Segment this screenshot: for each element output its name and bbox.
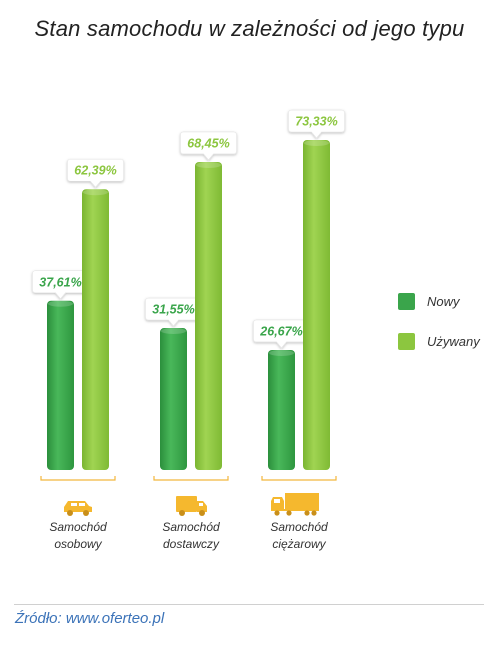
data-label-nowy-1: 37,61% <box>39 275 81 289</box>
category-label-line2: ciężarowy <box>272 537 326 551</box>
bar-nowy-2 <box>160 328 187 470</box>
bar-chart: 37,61% 62,39% 31,55% 68,45% 26,67% 73,33% <box>32 109 345 516</box>
bar-cap <box>196 161 221 168</box>
category-label: Samochód ciężarowy <box>244 519 354 553</box>
bar-uzywany-1 <box>82 189 109 470</box>
legend-label-uzywany: Używany <box>427 333 480 349</box>
category-label-line1: Samochód <box>162 520 220 534</box>
legend-swatch-nowy <box>398 292 415 310</box>
data-label-box <box>288 109 345 139</box>
bar-nowy-3 <box>268 349 295 470</box>
data-label-nowy-2: 31,55% <box>152 303 194 317</box>
category-label: Samochód osobowy <box>23 519 133 553</box>
category-label-line1: Samochód <box>49 520 107 534</box>
footer-divider <box>14 604 484 605</box>
legend-item-nowy: Nowy <box>398 290 480 312</box>
legend-swatch-uzywany <box>398 332 415 350</box>
data-label-nowy-3: 26,67% <box>259 324 302 338</box>
bar-nowy-1 <box>47 300 74 470</box>
legend: Nowy Używany <box>398 290 480 370</box>
category-baseline <box>261 476 337 481</box>
bar-cap <box>48 300 73 307</box>
data-label-box <box>67 158 124 188</box>
data-label-uzywany-1: 62,39% <box>74 164 116 178</box>
data-label-uzywany-2: 68,45% <box>187 136 229 150</box>
category-label: Samochód dostawczy <box>136 519 246 553</box>
category-label-line1: Samochód <box>270 520 328 534</box>
car-icon <box>64 501 92 516</box>
bar-uzywany-3 <box>303 140 330 470</box>
category-baseline <box>153 476 229 481</box>
bar-cap <box>161 328 186 335</box>
bar-cap <box>83 189 108 196</box>
data-label-uzywany-3: 73,33% <box>295 115 337 129</box>
truck-icon <box>271 493 319 516</box>
source-link[interactable]: Źródło: www.oferteo.pl <box>15 610 165 627</box>
chart-title: Stan samochodu w zależności od jego typu <box>34 16 465 41</box>
bar-cap <box>304 140 329 147</box>
legend-label-nowy: Nowy <box>427 293 460 309</box>
bar-cap <box>269 349 294 356</box>
bar-uzywany-2 <box>195 161 222 470</box>
legend-item-uzywany: Używany <box>398 330 480 352</box>
category-label-line2: osobowy <box>54 537 102 551</box>
data-label-box <box>180 131 237 161</box>
van-icon <box>176 496 207 516</box>
category-baseline <box>40 476 116 481</box>
category-label-line2: dostawczy <box>162 537 220 551</box>
